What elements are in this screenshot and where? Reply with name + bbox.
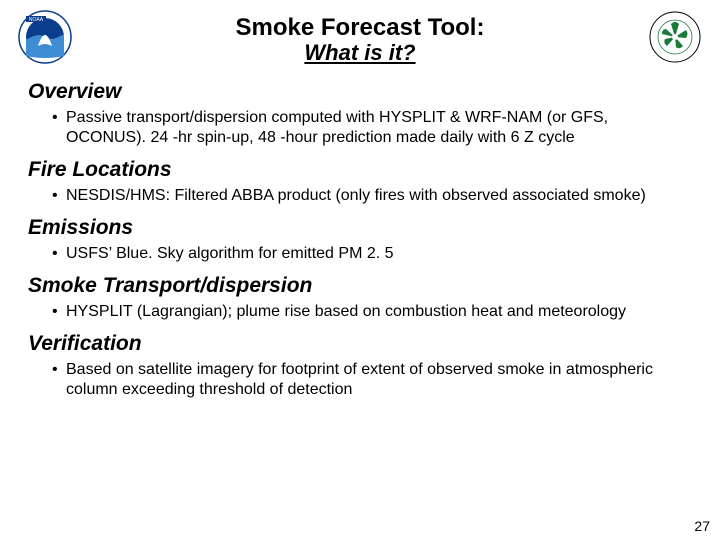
slide-subtitle: What is it? bbox=[28, 40, 692, 66]
header-row: NOAA Smoke Forecast Tool: What is it? bbox=[28, 12, 692, 72]
epa-logo-icon bbox=[648, 10, 702, 64]
bullet-list: Based on satellite imagery for footprint… bbox=[28, 360, 692, 400]
bullet-item: USFS’ Blue. Sky algorithm for emitted PM… bbox=[52, 244, 692, 264]
slide-title: Smoke Forecast Tool: bbox=[28, 14, 692, 42]
section-heading-verification: Verification bbox=[28, 332, 692, 356]
section-heading-overview: Overview bbox=[28, 80, 692, 104]
bullet-item: Based on satellite imagery for footprint… bbox=[52, 360, 692, 400]
noaa-logo-icon: NOAA bbox=[18, 10, 72, 64]
page-number: 27 bbox=[694, 518, 710, 534]
section-heading-smoke-transport: Smoke Transport/dispersion bbox=[28, 274, 692, 298]
title-block: Smoke Forecast Tool: What is it? bbox=[28, 12, 692, 66]
bullet-list: USFS’ Blue. Sky algorithm for emitted PM… bbox=[28, 244, 692, 264]
svg-text:NOAA: NOAA bbox=[29, 17, 44, 23]
bullet-item: HYSPLIT (Lagrangian); plume rise based o… bbox=[52, 302, 692, 322]
bullet-item: NESDIS/HMS: Filtered ABBA product (only … bbox=[52, 186, 692, 206]
bullet-list: Passive transport/dispersion computed wi… bbox=[28, 108, 692, 148]
slide: NOAA Smoke Forecast Tool: What is it? bbox=[0, 0, 720, 540]
bullet-list: HYSPLIT (Lagrangian); plume rise based o… bbox=[28, 302, 692, 322]
bullet-item: Passive transport/dispersion computed wi… bbox=[52, 108, 692, 148]
bullet-list: NESDIS/HMS: Filtered ABBA product (only … bbox=[28, 186, 692, 206]
section-heading-emissions: Emissions bbox=[28, 216, 692, 240]
section-heading-fire-locations: Fire Locations bbox=[28, 158, 692, 182]
